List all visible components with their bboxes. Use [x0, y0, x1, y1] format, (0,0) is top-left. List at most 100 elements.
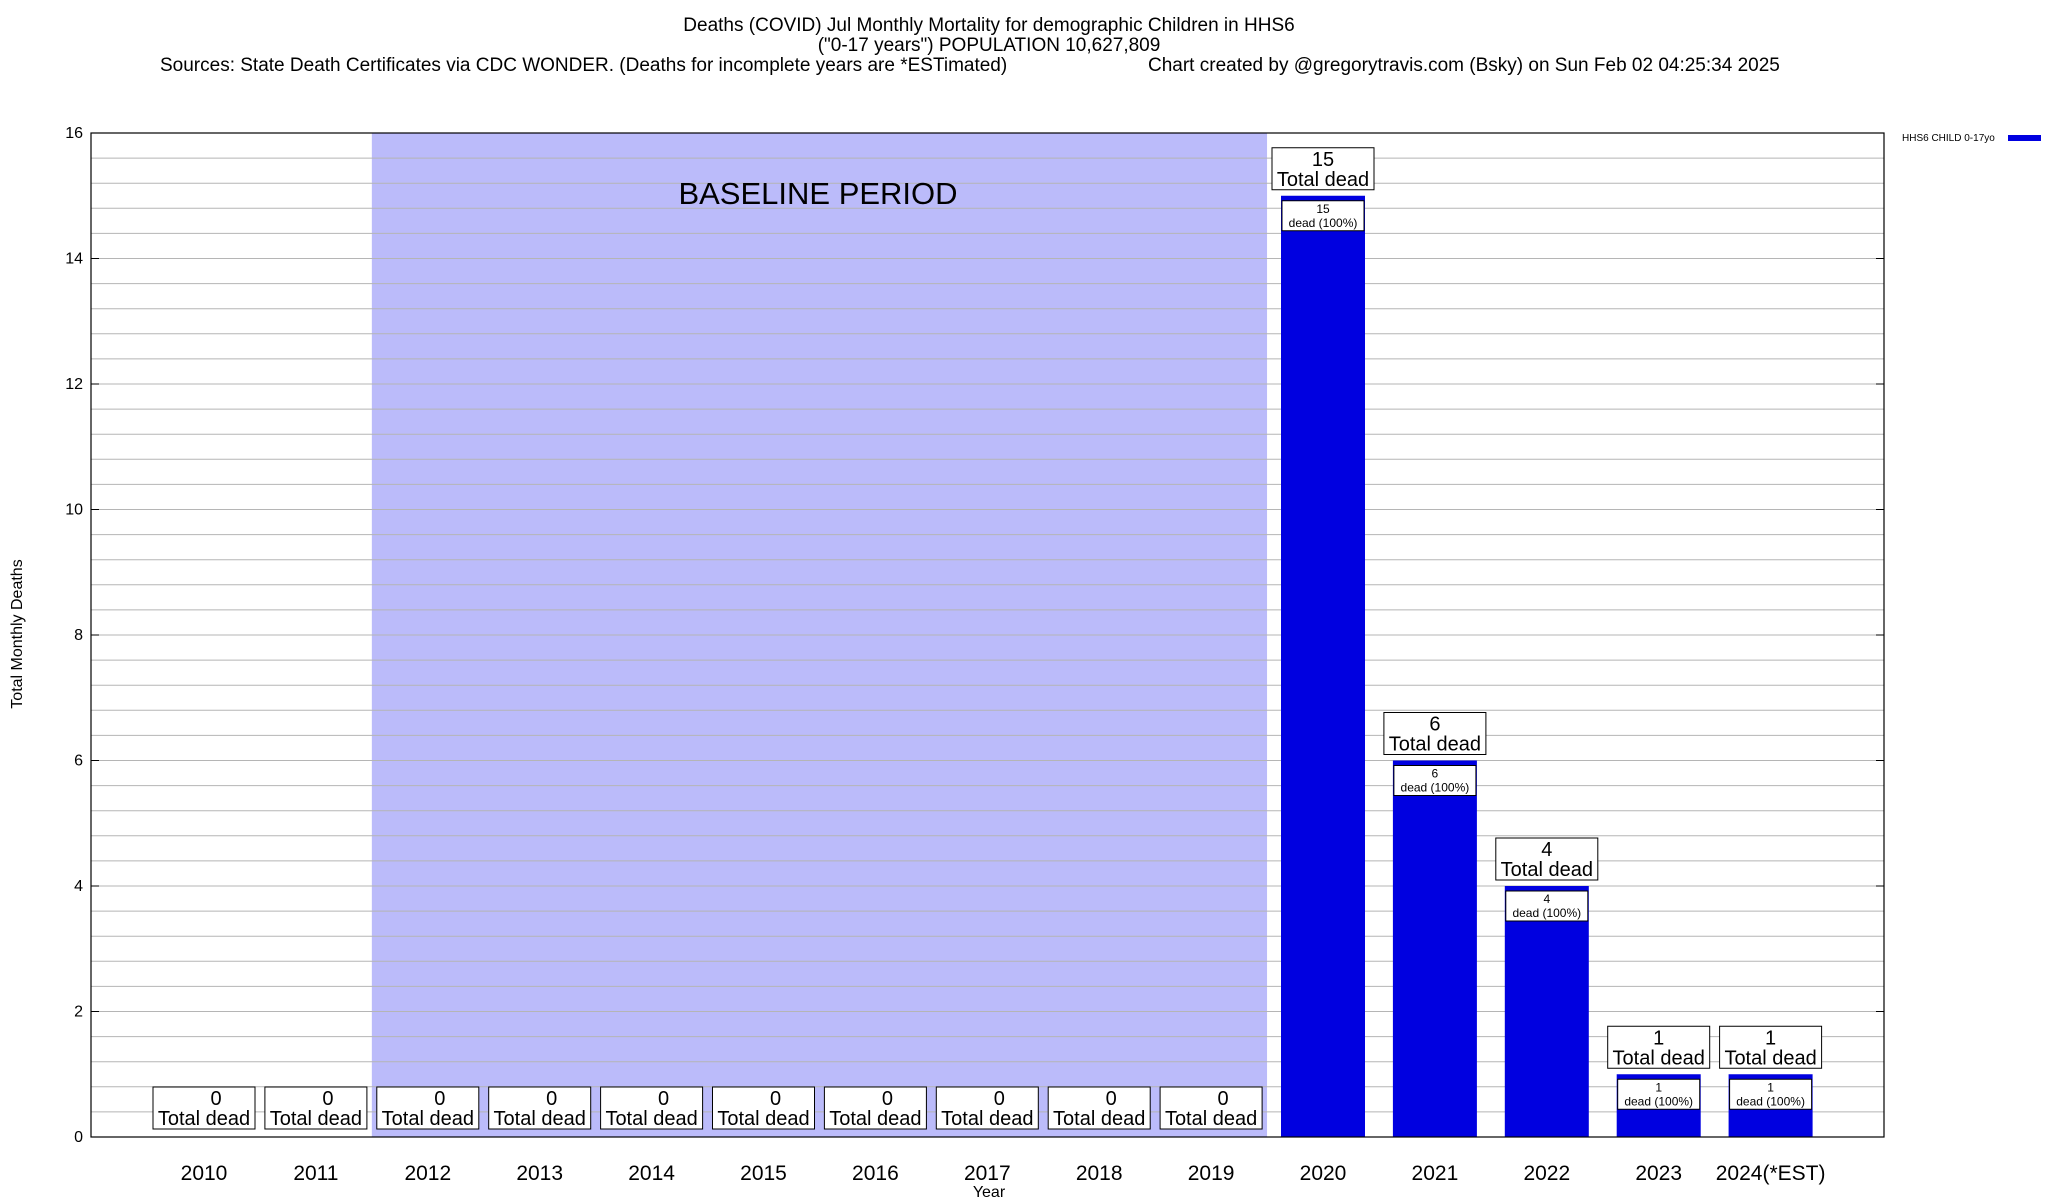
- bar-inner-value: 1: [1767, 1080, 1774, 1094]
- chart-subtitle-sources: Sources: State Death Certificates via CD…: [160, 55, 1007, 76]
- y-tick-label: 12: [65, 376, 83, 393]
- x-tick-label: 2021: [1412, 1162, 1459, 1185]
- x-tick-label: 2017: [964, 1162, 1011, 1185]
- x-tick-label: 2016: [852, 1162, 899, 1185]
- chart-subtitle-credit: Chart created by @gregorytravis.com (Bsk…: [1148, 55, 1780, 76]
- total-dead-value: 0: [1218, 1088, 1229, 1110]
- total-dead-value: 0: [770, 1088, 781, 1110]
- y-tick-label: 14: [65, 251, 83, 268]
- x-tick-label: 2013: [516, 1162, 563, 1185]
- bar: [1392, 760, 1477, 1137]
- total-dead-caption: Total dead: [158, 1108, 250, 1130]
- x-tick-label: 2014: [628, 1162, 675, 1185]
- total-dead-caption: Total dead: [382, 1108, 474, 1130]
- total-dead-caption: Total dead: [494, 1108, 586, 1130]
- total-dead-value: 6: [1429, 714, 1440, 736]
- total-dead-box: [1719, 1025, 1823, 1069]
- total-dead-value: 0: [658, 1088, 669, 1110]
- bar-inner-caption: dead (100%): [1401, 781, 1470, 795]
- x-tick-label: 2022: [1523, 1162, 1570, 1185]
- total-dead-value: 0: [882, 1088, 893, 1110]
- bar-inner-label-box: [1617, 1078, 1701, 1110]
- total-dead-caption: Total dead: [1724, 1047, 1816, 1069]
- total-dead-box: [488, 1086, 592, 1130]
- total-dead-box: [600, 1086, 704, 1130]
- total-dead-caption: Total dead: [941, 1108, 1033, 1130]
- total-dead-value: 1: [1653, 1027, 1664, 1049]
- total-dead-box: [1159, 1086, 1263, 1130]
- total-dead-value: 0: [210, 1088, 221, 1110]
- x-tick-label: 2012: [404, 1162, 451, 1185]
- y-tick-label: 4: [74, 878, 83, 895]
- x-tick-label: 2018: [1076, 1162, 1123, 1185]
- bar-inner-label-box: [1281, 200, 1365, 232]
- total-dead-caption: Total dead: [1165, 1108, 1257, 1130]
- bar: [1504, 886, 1589, 1137]
- total-dead-value: 4: [1541, 839, 1552, 861]
- baseline-period-label: BASELINE PERIOD: [678, 176, 957, 211]
- total-dead-box: [823, 1086, 927, 1130]
- bar-inner-caption: dead (100%): [1289, 216, 1358, 230]
- total-dead-caption: Total dead: [1613, 1047, 1705, 1069]
- x-tick-label: 2015: [740, 1162, 787, 1185]
- bar-inner-label-box: [1505, 890, 1589, 922]
- total-dead-value: 0: [322, 1088, 333, 1110]
- total-dead-box: [1271, 147, 1375, 191]
- chart-title-line2: ("0-17 years") POPULATION 10,627,809: [818, 35, 1161, 56]
- total-dead-box: [935, 1086, 1039, 1130]
- y-tick-label: 10: [65, 502, 83, 519]
- bar-inner-caption: dead (100%): [1624, 1094, 1693, 1108]
- y-tick-label: 2: [74, 1004, 83, 1021]
- bar-inner-caption: dead (100%): [1736, 1094, 1805, 1108]
- total-dead-caption: Total dead: [270, 1108, 362, 1130]
- total-dead-caption: Total dead: [829, 1108, 921, 1130]
- bar-inner-value: 1: [1655, 1080, 1662, 1094]
- total-dead-value: 0: [434, 1088, 445, 1110]
- total-dead-box: [712, 1086, 815, 1130]
- bar-inner-caption: dead (100%): [1512, 906, 1581, 920]
- y-tick-label: 16: [65, 125, 83, 142]
- legend-swatch: [2008, 135, 2041, 141]
- legend-label: HHS6 CHILD 0-17yo: [1902, 133, 1995, 144]
- x-tick-label: 2024(*EST): [1716, 1162, 1826, 1185]
- bar-inner-value: 15: [1316, 202, 1330, 216]
- bar: [1281, 195, 1365, 1137]
- total-dead-box: [1047, 1086, 1151, 1130]
- total-dead-caption: Total dead: [1501, 859, 1593, 881]
- total-dead-value: 0: [994, 1088, 1005, 1110]
- total-dead-value: 0: [546, 1088, 557, 1110]
- total-dead-caption: Total dead: [1053, 1108, 1145, 1130]
- total-dead-caption: Total dead: [605, 1108, 697, 1130]
- total-dead-caption: Total dead: [1389, 734, 1481, 756]
- total-dead-box: [1607, 1025, 1711, 1069]
- x-tick-label: 2011: [293, 1162, 338, 1185]
- total-dead-box: [376, 1086, 480, 1130]
- y-axis-label: Total Monthly Deaths: [9, 559, 26, 708]
- bar-inner-value: 4: [1543, 892, 1550, 906]
- total-dead-value: 15: [1312, 149, 1334, 171]
- bar-inner-value: 6: [1432, 767, 1439, 781]
- bar-inner-label-box: [1393, 765, 1477, 796]
- bar-inner-label-box: [1729, 1078, 1813, 1110]
- grid: [91, 132, 1884, 1138]
- total-dead-box: [1495, 837, 1599, 881]
